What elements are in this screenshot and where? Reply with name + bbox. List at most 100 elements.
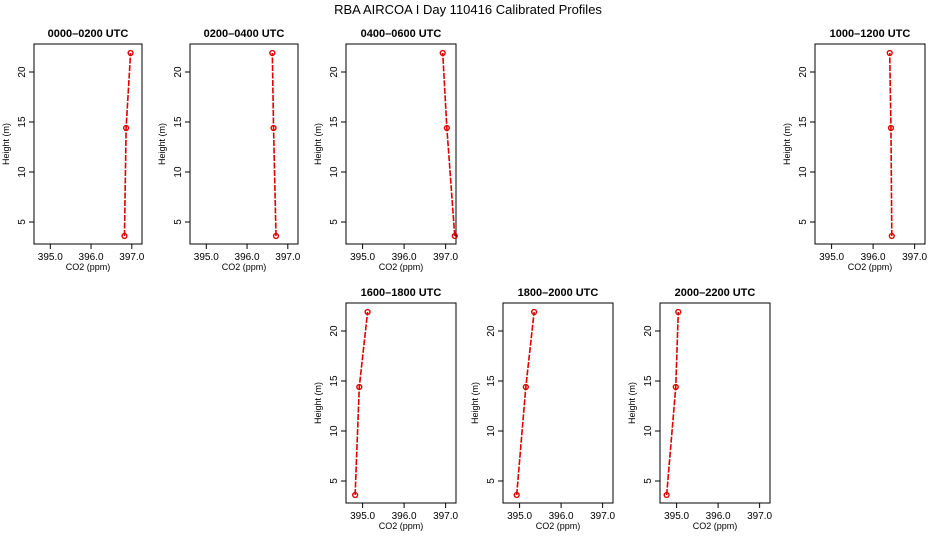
data-point xyxy=(270,124,277,132)
y-tick-label: 20 xyxy=(486,325,497,337)
y-tick-label: 5 xyxy=(486,478,497,484)
data-point xyxy=(121,232,128,240)
plot-frame xyxy=(345,43,457,245)
panel-6: 2000–2200 UTC 395.0 396.0 397.0 5 10 15 20 CO2 (… xyxy=(627,287,773,531)
y-axis-label: Height (m) xyxy=(157,123,167,165)
profile-line xyxy=(441,52,456,237)
x-tick-label: 395.0 xyxy=(664,511,689,522)
x-tick-label: 396.0 xyxy=(861,252,886,263)
panel-2: 0400–0600 UTC 395.0 396.0 397.0 5 10 15 20 CO2 (… xyxy=(313,28,459,272)
x-axis-label: CO2 (ppm) xyxy=(693,521,738,531)
data-point xyxy=(123,124,130,132)
y-axis-label: Height (m) xyxy=(1,123,11,165)
x-axis-label: CO2 (ppm) xyxy=(536,521,581,531)
y-tick-label: 5 xyxy=(329,219,340,225)
panel-3: 1000–1200 UTC 395.0 396.0 397.0 5 10 15 20 CO2 (… xyxy=(782,28,928,272)
y-tick-label: 10 xyxy=(643,425,654,437)
x-tick-label: 395.0 xyxy=(350,252,375,263)
panel-4: 1600–1800 UTC 395.0 396.0 397.0 5 10 15 20 CO2 (… xyxy=(313,287,459,531)
x-axis-label: CO2 (ppm) xyxy=(379,262,424,272)
profile-line xyxy=(271,52,277,237)
data-point xyxy=(451,232,458,240)
y-tick-label: 20 xyxy=(643,325,654,337)
data-point xyxy=(522,383,529,391)
data-point xyxy=(531,308,538,316)
data-point xyxy=(675,308,682,316)
y-tick-label: 20 xyxy=(798,66,809,78)
y-axis-label: Height (m) xyxy=(782,123,792,165)
x-axis-label: CO2 (ppm) xyxy=(379,521,424,531)
x-tick-label: 396.0 xyxy=(79,252,104,263)
data-point xyxy=(443,124,450,132)
plot-frame xyxy=(345,302,457,504)
y-tick-label: 5 xyxy=(798,219,809,225)
data-point xyxy=(364,308,371,316)
x-tick-label: 397.0 xyxy=(275,252,300,263)
y-tick-label: 20 xyxy=(329,325,340,337)
x-tick-label: 395.0 xyxy=(350,511,375,522)
y-tick-label: 5 xyxy=(17,219,28,225)
x-tick-label: 396.0 xyxy=(706,511,731,522)
data-point xyxy=(888,232,895,240)
x-axis-label: CO2 (ppm) xyxy=(848,262,893,272)
data-point xyxy=(356,383,363,391)
y-tick-label: 10 xyxy=(173,166,184,178)
x-tick-label: 397.0 xyxy=(119,252,144,263)
plot-frame xyxy=(502,302,614,504)
panel-title: 0200–0400 UTC xyxy=(204,28,285,40)
y-axis-label: Height (m) xyxy=(470,382,480,424)
y-tick-label: 20 xyxy=(173,66,184,78)
x-tick-label: 396.0 xyxy=(235,252,260,263)
panel-title: 1000–1200 UTC xyxy=(830,28,911,40)
x-tick-label: 395.0 xyxy=(38,252,63,263)
y-axis-label: Height (m) xyxy=(313,382,323,424)
y-axis-label: Height (m) xyxy=(627,382,637,424)
data-point xyxy=(127,49,134,57)
y-tick-label: 10 xyxy=(329,425,340,437)
x-tick-label: 396.0 xyxy=(392,252,417,263)
profile-line xyxy=(665,311,680,496)
y-tick-label: 15 xyxy=(798,116,809,128)
data-point xyxy=(272,232,280,240)
y-tick-label: 15 xyxy=(17,116,28,128)
panel-title: 0000–0200 UTC xyxy=(48,28,129,40)
x-tick-label: 395.0 xyxy=(819,252,844,263)
y-tick-label: 10 xyxy=(798,166,809,178)
x-axis-label: CO2 (ppm) xyxy=(222,262,267,272)
panel-title: 0400–0600 UTC xyxy=(361,28,442,40)
x-tick-label: 397.0 xyxy=(433,252,458,263)
y-tick-label: 10 xyxy=(329,166,340,178)
profile-line xyxy=(354,311,369,496)
x-tick-label: 395.0 xyxy=(507,511,532,522)
x-tick-label: 396.0 xyxy=(549,511,574,522)
data-point xyxy=(513,491,520,499)
data-point xyxy=(672,383,679,391)
plot-frame xyxy=(189,43,299,245)
plot-frame xyxy=(659,302,771,504)
plot-frame xyxy=(33,43,143,245)
y-tick-label: 15 xyxy=(329,375,340,387)
y-tick-label: 15 xyxy=(173,116,184,128)
y-tick-label: 15 xyxy=(643,375,654,387)
y-tick-label: 10 xyxy=(17,166,28,178)
y-tick-label: 5 xyxy=(643,478,654,484)
panel-5: 1800–2000 UTC 395.0 396.0 397.0 5 10 15 20 CO2 (… xyxy=(470,287,616,531)
x-tick-label: 397.0 xyxy=(747,511,772,522)
data-point xyxy=(886,49,893,57)
data-point xyxy=(439,49,446,57)
data-point xyxy=(269,49,276,57)
x-tick-label: 396.0 xyxy=(392,511,417,522)
y-tick-label: 10 xyxy=(486,425,497,437)
y-tick-label: 15 xyxy=(486,375,497,387)
profile-line xyxy=(515,311,535,496)
panel-1: 0200–0400 UTC 395.0 396.0 397.0 5 10 15 20 CO2 (… xyxy=(157,28,301,272)
x-tick-label: 397.0 xyxy=(590,511,615,522)
data-point xyxy=(663,491,670,499)
y-axis-label: Height (m) xyxy=(313,123,323,165)
panel-title: 1800–2000 UTC xyxy=(518,287,599,299)
panel-title: 1600–1800 UTC xyxy=(361,287,442,299)
x-tick-label: 395.0 xyxy=(194,252,219,263)
figure-title: RBA AIRCOA I Day 110416 Calibrated Profi… xyxy=(334,2,602,17)
data-point xyxy=(352,491,359,499)
